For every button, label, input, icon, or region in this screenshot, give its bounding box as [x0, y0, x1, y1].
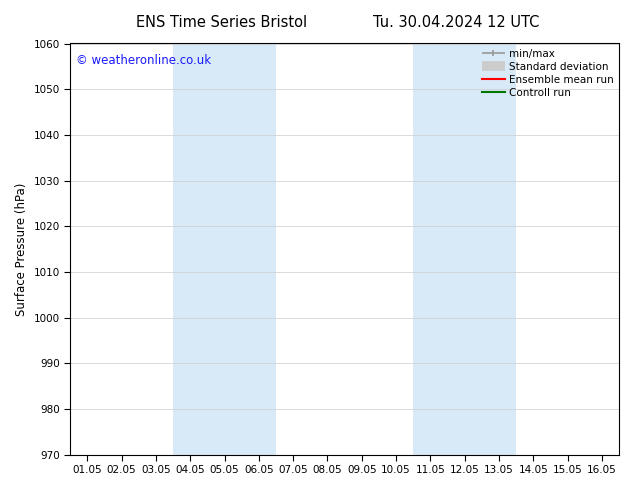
- Y-axis label: Surface Pressure (hPa): Surface Pressure (hPa): [15, 182, 28, 316]
- Bar: [173, 44, 276, 455]
- Text: Tu. 30.04.2024 12 UTC: Tu. 30.04.2024 12 UTC: [373, 15, 540, 30]
- Text: ENS Time Series Bristol: ENS Time Series Bristol: [136, 15, 307, 30]
- Bar: [413, 44, 516, 455]
- Text: © weatheronline.co.uk: © weatheronline.co.uk: [75, 54, 211, 67]
- Legend: min/max, Standard deviation, Ensemble mean run, Controll run: min/max, Standard deviation, Ensemble me…: [480, 47, 616, 100]
